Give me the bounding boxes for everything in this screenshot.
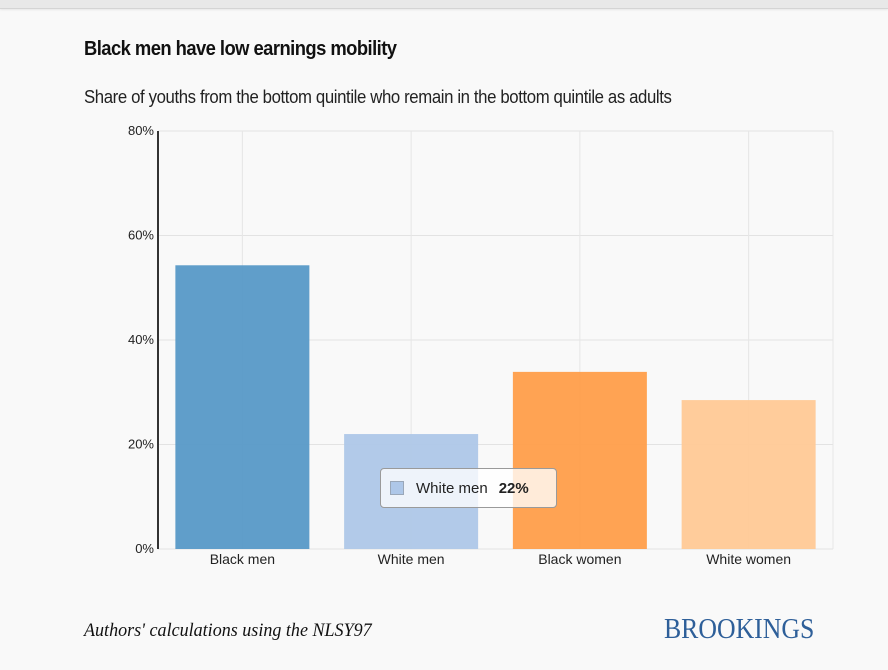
x-axis-labels: Black men White men Black women White women	[210, 551, 791, 567]
tooltip-value: 22%	[498, 479, 529, 497]
y-tick-label: 40%	[128, 332, 154, 347]
bar-black-women[interactable]	[512, 371, 647, 549]
x-tick-label: Black men	[210, 551, 275, 567]
bars	[175, 265, 816, 549]
bar-black-men[interactable]	[175, 265, 310, 549]
y-tick-label: 60%	[128, 228, 154, 243]
y-tick-label: 80%	[128, 123, 154, 138]
bar-tooltip: White men 22%	[380, 468, 557, 508]
top-bar	[0, 0, 888, 9]
bar-chart: 0% 20% 40% 60% 80% Black men White men Black w…	[128, 123, 834, 567]
tooltip-label: White men	[416, 479, 488, 497]
bar-white-women[interactable]	[681, 400, 816, 549]
chart-subtitle: Share of youths from the bottom quintile…	[84, 87, 672, 107]
chart-title: Black men have low earnings mobility	[84, 38, 397, 60]
tooltip-color-swatch	[390, 481, 404, 495]
x-tick-label: Black women	[538, 551, 621, 567]
y-tick-label: 20%	[128, 437, 154, 452]
brookings-logo[interactable]: BROOKINGS	[664, 614, 815, 645]
x-tick-label: White women	[706, 551, 791, 567]
y-tick-label: 0%	[135, 541, 154, 556]
x-tick-label: White men	[378, 551, 445, 567]
source-note: Authors' calculations using the NLSY97	[84, 620, 372, 641]
y-axis-ticks: 0% 20% 40% 60% 80%	[128, 123, 154, 556]
